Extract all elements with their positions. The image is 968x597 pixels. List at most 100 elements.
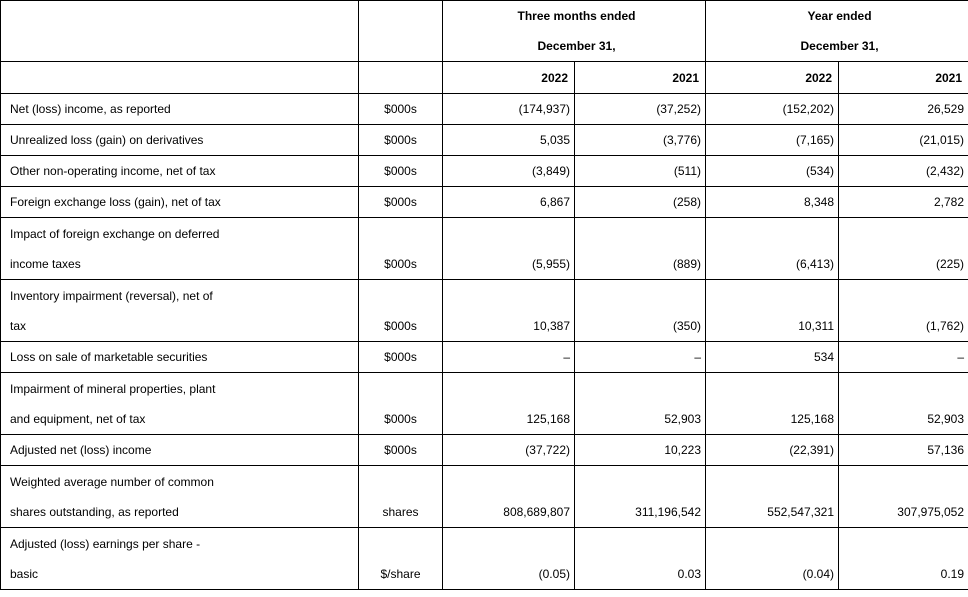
row-label: Adjusted (loss) earnings per share - basi… (0, 527, 359, 590)
year-header: 2021 (838, 61, 968, 94)
header-three-months: Three months ended December 31, (441, 0, 707, 62)
row-label: Foreign exchange loss (gain), net of tax (0, 186, 359, 218)
unit-cell: $000s (358, 124, 443, 156)
table-row: Other non-operating income, net of tax $0… (0, 155, 968, 187)
empty-header-cell (0, 61, 359, 94)
value-cell: (21,015) (838, 124, 968, 156)
row-label-line: Weighted average number of common (10, 475, 214, 489)
value-cell: (174,937) (442, 93, 575, 125)
value-cell: 0.03 (573, 527, 707, 590)
row-label: Loss on sale of marketable securities (0, 341, 359, 373)
table-row: Foreign exchange loss (gain), net of tax… (0, 186, 968, 218)
value-cell: (7,165) (705, 124, 840, 156)
value-cell: 8,348 (705, 186, 840, 218)
value-cell: 26,529 (838, 93, 968, 125)
row-label-line: shares outstanding, as reported (10, 505, 179, 519)
value-cell: (2,432) (838, 155, 968, 187)
row-label-line: Other non-operating income, net of tax (10, 164, 216, 178)
row-label: Unrealized loss (gain) on derivatives (0, 124, 359, 156)
value-cell: 5,035 (442, 124, 575, 156)
value-cell: (0.05) (442, 527, 575, 590)
header-line: Three months ended (517, 9, 636, 23)
row-label-line: Foreign exchange loss (gain), net of tax (10, 195, 221, 209)
value-cell: 125,168 (442, 372, 575, 435)
row-label-line: Impairment of mineral properties, plant (10, 382, 216, 396)
header-year-ended: Year ended December 31, (705, 0, 968, 62)
value-cell: 6,867 (442, 186, 575, 218)
value-cell: (0.04) (705, 527, 840, 590)
unit-cell: shares (358, 465, 443, 528)
value-cell: (1,762) (838, 279, 968, 342)
value-cell: – (838, 341, 968, 373)
value-cell: (37,722) (442, 434, 575, 466)
row-label-line: Inventory impairment (reversal), net of (10, 289, 213, 303)
empty-header-cell (358, 0, 443, 62)
value-cell: 808,689,807 (442, 465, 575, 528)
value-cell: 307,975,052 (838, 465, 968, 528)
value-cell: 10,223 (573, 434, 707, 466)
value-cell: 0.19 (838, 527, 968, 590)
row-label: Net (loss) income, as reported (0, 93, 359, 125)
empty-header-cell (0, 0, 359, 62)
unit-cell: $000s (358, 341, 443, 373)
row-label-line: Loss on sale of marketable securities (10, 350, 208, 364)
header-row-periods: Three months ended December 31, Year end… (0, 0, 968, 62)
header-line: December 31, (800, 39, 879, 53)
value-cell: 10,387 (442, 279, 575, 342)
value-cell: (889) (573, 217, 707, 280)
value-cell: 52,903 (838, 372, 968, 435)
table-row: Weighted average number of common shares … (0, 465, 968, 528)
value-cell: (5,955) (442, 217, 575, 280)
value-cell: – (573, 341, 707, 373)
value-cell: (22,391) (705, 434, 840, 466)
value-cell: 311,196,542 (573, 465, 707, 528)
value-cell: (3,849) (442, 155, 575, 187)
row-label-line: tax (10, 319, 27, 333)
table-row: Adjusted net (loss) income $000s (37,722) 1… (0, 434, 968, 466)
header-line: December 31, (537, 39, 616, 53)
unit-cell: $000s (358, 372, 443, 435)
row-label-line: Net (loss) income, as reported (10, 102, 171, 116)
value-cell: 534 (705, 341, 840, 373)
value-cell: – (442, 341, 575, 373)
value-cell: (350) (573, 279, 707, 342)
unit-cell: $000s (358, 93, 443, 125)
row-label-line: basic (10, 567, 39, 581)
unit-cell: $000s (358, 155, 443, 187)
row-label: Adjusted net (loss) income (0, 434, 359, 466)
row-label-line: and equipment, net of tax (10, 412, 146, 426)
row-label: Inventory impairment (reversal), net of t… (0, 279, 359, 342)
table-row: Unrealized loss (gain) on derivatives $00… (0, 124, 968, 156)
value-cell: (152,202) (705, 93, 840, 125)
value-cell: (6,413) (705, 217, 840, 280)
row-label: Other non-operating income, net of tax (0, 155, 359, 187)
table-row: Impact of foreign exchange on deferred in… (0, 217, 968, 280)
value-cell: (534) (705, 155, 840, 187)
unit-cell: $000s (358, 434, 443, 466)
value-cell: 125,168 (705, 372, 840, 435)
value-cell: (225) (838, 217, 968, 280)
value-cell: (37,252) (573, 93, 707, 125)
year-header: 2022 (442, 61, 575, 94)
value-cell: 2,782 (838, 186, 968, 218)
value-cell: (258) (573, 186, 707, 218)
row-label: Impact of foreign exchange on deferred in… (0, 217, 359, 280)
header-row-years: 2022 2021 2022 2021 (0, 61, 968, 94)
value-cell: (511) (573, 155, 707, 187)
value-cell: (3,776) (573, 124, 707, 156)
table-row: Adjusted (loss) earnings per share - basi… (0, 527, 968, 590)
header-line: Year ended (807, 9, 872, 23)
row-label-line: income taxes (10, 257, 81, 271)
value-cell: 552,547,321 (705, 465, 840, 528)
value-cell: 52,903 (573, 372, 707, 435)
year-header: 2022 (705, 61, 840, 94)
table-row: Inventory impairment (reversal), net of t… (0, 279, 968, 342)
row-label-line: Adjusted net (loss) income (10, 443, 152, 457)
unit-cell: $/share (358, 527, 443, 590)
row-label-line: Unrealized loss (gain) on derivatives (10, 133, 204, 147)
row-label: Impairment of mineral properties, plant a… (0, 372, 359, 435)
row-label-line: Adjusted (loss) earnings per share - (10, 537, 201, 551)
unit-cell: $000s (358, 217, 443, 280)
unit-cell: $000s (358, 186, 443, 218)
